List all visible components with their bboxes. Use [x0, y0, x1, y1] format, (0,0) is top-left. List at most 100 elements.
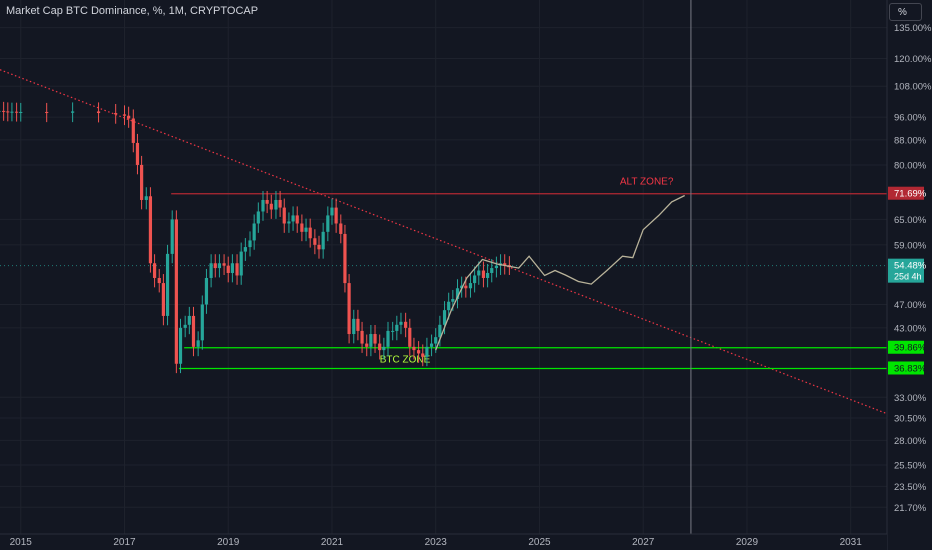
candle-down [308, 227, 312, 239]
candle-down [2, 110, 6, 112]
chart-title: Market Cap BTC Dominance, %, 1M, CRYPTOC… [6, 5, 259, 17]
current-price-badge-bg [888, 258, 924, 283]
candle-down [347, 283, 351, 335]
candle-up [477, 270, 481, 276]
candle-down [14, 111, 19, 113]
price-axis-labels: 135.00% 120.00% 108.00% 96.00% 88.00% 80.00% 6… [894, 23, 932, 514]
candle-up [287, 221, 291, 224]
candle-down [148, 196, 153, 264]
candle-up [144, 196, 148, 200]
candle-up [200, 304, 204, 341]
candle-up [442, 310, 447, 325]
candle-up [434, 337, 438, 344]
candle-down [265, 199, 269, 204]
candle-up [261, 199, 265, 212]
candle-down [96, 111, 101, 114]
candle-down [300, 223, 304, 232]
candle-up [490, 268, 494, 273]
candle-down [408, 327, 412, 347]
candle-up [71, 111, 75, 113]
candle-down [269, 203, 273, 210]
candle-down [313, 238, 317, 245]
alt-zone-badge: 71.69% [894, 189, 927, 200]
candle-up [304, 227, 308, 232]
candle-down [213, 263, 217, 269]
candle-up [0, 110, 1, 112]
btc-zone-label: BTC ZONE [380, 354, 431, 365]
candle-down [295, 215, 299, 224]
price-tick-label: 33.00% [894, 393, 927, 404]
candle-up [252, 223, 256, 241]
price-tick-label: 135.00% [894, 23, 932, 34]
candle-down [365, 343, 369, 347]
candle-down [45, 111, 49, 113]
price-tick-label: 96.00% [894, 113, 927, 124]
candle-down [157, 277, 161, 284]
price-tick-label: 120.00% [894, 54, 932, 65]
candle-up [455, 288, 460, 299]
price-tick-label: 21.70% [894, 503, 927, 514]
time-tick-label: 2015 [10, 537, 33, 548]
candle-up [196, 340, 200, 347]
time-tick-label: 2017 [113, 537, 136, 548]
candle-up [429, 343, 434, 347]
candle-down [507, 265, 511, 267]
candle-down [317, 244, 321, 250]
candle-down [131, 118, 135, 143]
time-tick-label: 2021 [321, 537, 344, 548]
projection-path [435, 194, 685, 351]
candle-down [191, 315, 196, 347]
trendline-layer [0, 69, 888, 415]
candle-down [404, 321, 408, 328]
candle-down [282, 207, 286, 224]
candle-down [122, 114, 127, 116]
candle-up [183, 324, 187, 328]
candle-down [222, 263, 226, 266]
price-badges: 71.69% 39.86% 36.83% 54.48%25d 4h [888, 186, 927, 375]
candle-down [421, 353, 425, 357]
candle-down [127, 115, 131, 119]
candle-up [386, 330, 390, 347]
candle-up [473, 275, 477, 284]
time-tick-label: 2027 [632, 537, 655, 548]
candle-up [19, 111, 23, 113]
candle-up [178, 327, 183, 364]
candle-down [152, 263, 157, 278]
candle-up [391, 330, 395, 332]
candle-down [161, 283, 165, 316]
time-tick-label: 2029 [736, 537, 759, 548]
time-axis-labels: 2015 2017 2019 2021 2023 2025 2027 2029 2031 [10, 537, 863, 548]
current-price-badge: 54.48% [894, 261, 927, 272]
candle-up [274, 199, 278, 210]
candle-up [399, 321, 403, 325]
btc-zone-upper-badge-bg [888, 340, 924, 354]
candle-down [6, 111, 10, 113]
candle-up [10, 111, 14, 113]
time-tick-label: 2019 [217, 537, 240, 548]
zone-lines-layer: ALT ZONE? BTC ZONE [171, 177, 887, 370]
price-tick-label: 59.00% [894, 240, 927, 251]
price-tick-label: 47.00% [894, 300, 927, 311]
candle-up [243, 247, 247, 252]
price-tick-label: 25.50% [894, 460, 927, 471]
time-axis[interactable] [0, 534, 887, 550]
unit-toggle-button[interactable]: % [889, 3, 922, 21]
candle-up [165, 253, 170, 316]
candle-down [503, 263, 507, 266]
candle-up [468, 283, 473, 289]
candle-up [187, 315, 191, 325]
price-tick-label: 30.50% [894, 413, 927, 424]
candle-up [230, 263, 234, 273]
price-tick-label: 65.00% [894, 215, 927, 226]
candle-down [174, 219, 178, 364]
candle-up [256, 211, 260, 224]
candle-up [217, 263, 222, 269]
candle-down [356, 318, 360, 331]
candle-up [209, 263, 213, 278]
candle-down [135, 142, 140, 165]
candle-up [239, 251, 243, 276]
projection-layer [435, 194, 685, 351]
price-tick-label: 88.00% [894, 135, 927, 146]
